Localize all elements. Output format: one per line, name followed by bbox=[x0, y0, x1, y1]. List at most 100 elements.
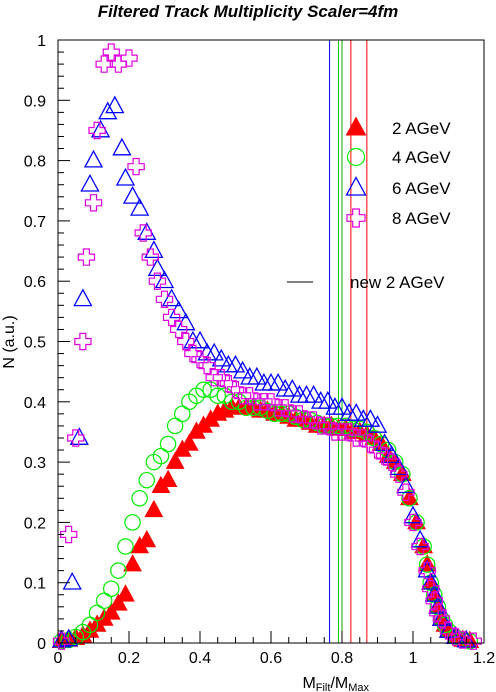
x-axis-label: MFilt/MMax bbox=[302, 675, 369, 692]
data-point bbox=[148, 272, 167, 290]
legend-label: 2 AGeV bbox=[392, 119, 451, 138]
data-point bbox=[73, 288, 93, 307]
data-point bbox=[209, 387, 227, 405]
data-point bbox=[117, 538, 134, 555]
data-point bbox=[241, 387, 259, 405]
legend-marker bbox=[345, 116, 367, 136]
data-point bbox=[211, 348, 231, 367]
x-tick-label: 0.2 bbox=[118, 650, 140, 667]
y-tick-label: 0.4 bbox=[24, 395, 46, 412]
data-point bbox=[59, 525, 78, 544]
data-point bbox=[454, 631, 472, 649]
data-point bbox=[131, 490, 148, 507]
y-tick-label: 0.1 bbox=[24, 576, 46, 593]
y-tick-label: 0.7 bbox=[24, 214, 46, 231]
y-tick-label: 0.5 bbox=[24, 335, 46, 352]
data-point bbox=[225, 354, 246, 373]
data-point bbox=[319, 417, 337, 435]
data-point bbox=[464, 632, 482, 650]
data-point bbox=[396, 475, 416, 494]
data-point bbox=[184, 344, 202, 363]
legend-marker bbox=[346, 208, 366, 228]
data-point bbox=[123, 554, 142, 572]
data-point bbox=[88, 121, 106, 140]
data-point bbox=[144, 499, 164, 518]
x-axis-label-sub2: Max bbox=[348, 682, 369, 692]
data-point bbox=[158, 469, 178, 487]
data-point bbox=[177, 332, 195, 351]
data-point bbox=[77, 248, 96, 266]
y-tick-label: 0 bbox=[37, 636, 46, 653]
data-point bbox=[162, 308, 181, 327]
legend-entry-4-agev: 4 AGeV bbox=[346, 147, 451, 167]
data-point bbox=[424, 583, 444, 602]
data-point bbox=[115, 167, 136, 186]
data-point bbox=[432, 610, 451, 628]
data-point bbox=[382, 445, 402, 464]
data-point bbox=[417, 559, 437, 578]
x-axis-label-main: M bbox=[302, 675, 315, 692]
y-tick-label: 0.3 bbox=[24, 455, 46, 472]
x-axis-label-mid: /M bbox=[330, 675, 348, 692]
data-point bbox=[304, 411, 323, 429]
data-point bbox=[383, 453, 401, 471]
data-point bbox=[147, 258, 168, 277]
data-point bbox=[108, 593, 128, 611]
data-point bbox=[190, 330, 210, 349]
data-point bbox=[52, 632, 71, 650]
data-point bbox=[102, 43, 120, 61]
data-point bbox=[404, 513, 422, 532]
data-point bbox=[204, 342, 224, 361]
data-point bbox=[124, 514, 141, 531]
x-tick-label: 0.4 bbox=[189, 650, 211, 667]
data-point bbox=[411, 537, 429, 556]
data-point bbox=[375, 447, 394, 465]
data-point bbox=[354, 429, 372, 447]
data-point bbox=[138, 471, 156, 489]
data-point bbox=[422, 579, 440, 598]
legend-label: new 2 AGeV bbox=[350, 273, 445, 292]
data-point bbox=[410, 529, 430, 548]
legend-entry-2-agev: 2 AGeV bbox=[345, 116, 451, 138]
data-point bbox=[226, 381, 245, 399]
legend-marker bbox=[346, 147, 366, 167]
data-point bbox=[332, 397, 352, 415]
data-point bbox=[346, 403, 366, 421]
data-point bbox=[51, 629, 72, 648]
legend-label: 6 AGeV bbox=[392, 179, 451, 198]
y-axis-label: N (a.u.) bbox=[1, 315, 18, 368]
data-point bbox=[110, 562, 127, 579]
data-point bbox=[418, 556, 436, 573]
data-point bbox=[83, 149, 104, 168]
data-point bbox=[397, 483, 415, 501]
data-point bbox=[429, 604, 447, 622]
tick-labels: 0 0.2 0.4 0.6 0.8 1 1.2 0 0.1 0.2 0.3 0.4 0.5 0.6 0.7 0… bbox=[24, 33, 495, 667]
y-tick-label: 1 bbox=[37, 33, 46, 50]
data-point bbox=[95, 55, 113, 73]
y-tick-label: 0.8 bbox=[24, 154, 46, 171]
x-tick-label: 0 bbox=[54, 650, 63, 667]
data-point bbox=[191, 350, 209, 369]
data-point bbox=[282, 378, 302, 397]
data-point bbox=[130, 198, 150, 216]
legend-label: 8 AGeV bbox=[392, 209, 451, 228]
legend-entry-new-2-agev: new 2 AGeV bbox=[287, 273, 445, 292]
x-tick-label: 1.2 bbox=[473, 650, 495, 667]
data-point bbox=[439, 622, 458, 640]
x-axis-label-sub1: Filt bbox=[316, 682, 331, 692]
data-point bbox=[95, 592, 113, 610]
data-markers bbox=[51, 43, 482, 650]
data-point bbox=[137, 529, 157, 548]
data-point bbox=[360, 409, 381, 427]
data-point bbox=[268, 372, 288, 391]
data-point bbox=[102, 580, 120, 597]
data-point bbox=[67, 429, 85, 447]
data-point bbox=[74, 332, 92, 351]
series-8-agev bbox=[52, 43, 482, 650]
data-point bbox=[88, 604, 106, 622]
y-tick-label: 0.2 bbox=[24, 515, 46, 532]
legend: 2 AGeV 4 AGeV 6 AGeV 8 AGeV new 2 AGeV bbox=[287, 116, 451, 292]
data-point bbox=[290, 405, 309, 423]
